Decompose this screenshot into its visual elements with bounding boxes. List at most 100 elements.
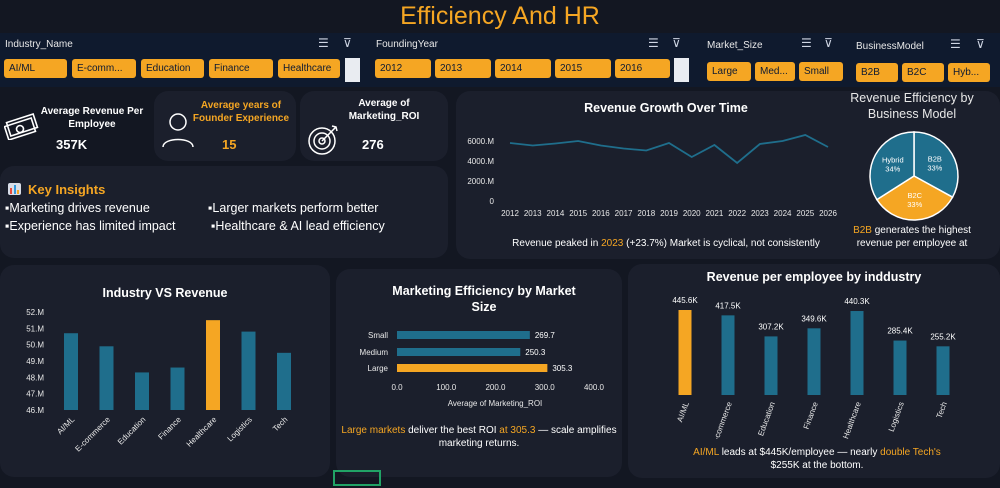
data-label: 250.3 (525, 348, 546, 357)
slicer-chip-large[interactable]: Large (707, 62, 751, 81)
x-tick-label: 2012 (501, 209, 519, 218)
pie-label: 33% (927, 164, 942, 173)
slicer-chip-b2b[interactable]: B2B (856, 63, 898, 82)
slicer-scrollbar[interactable] (674, 58, 689, 82)
slicer-chip-ecommerce[interactable]: E-comm... (72, 59, 136, 78)
businessmodel-slicer[interactable]: BusinessModel ☰ ⊽ B2B B2C Hyb... (852, 33, 1000, 87)
clear-filter-icon[interactable]: ⊽ (343, 36, 352, 50)
kpi-founder-value: 15 (222, 137, 237, 152)
pie-title: Revenue Efficiency by Business Model (850, 91, 974, 121)
note-highlight: 2023 (601, 238, 624, 249)
note-highlight: AI/ML (693, 447, 719, 458)
slicer-chip-medium[interactable]: Med... (755, 62, 795, 81)
bar-finance (170, 367, 185, 410)
hbar-large (397, 364, 548, 372)
data-label: 269.7 (535, 331, 556, 340)
slicer-chip-b2c[interactable]: B2C (902, 63, 944, 82)
industry-slicer[interactable]: Industry_Name ☰ ⊽ AI/ML E-comm... Educat… (0, 33, 368, 87)
slicer-chip-2015[interactable]: 2015 (555, 59, 611, 78)
hbar-medium (397, 348, 521, 356)
x-tick-label: 0.0 (391, 383, 403, 392)
slicer-chip-2014[interactable]: 2014 (495, 59, 551, 78)
note-highlight: B2B (853, 225, 872, 236)
kpi-founder-title: Average years of Founder Experience (192, 100, 290, 124)
marketing-efficiency-title: Marketing Efficiency by Market Size (392, 284, 576, 314)
revenue-per-employee-note: AI/ML leads at $445K/employee — nearly d… (682, 446, 952, 472)
x-tick-label: AI/ML (675, 400, 691, 423)
slicer-chip-2012[interactable]: 2012 (375, 59, 431, 78)
pie-label: Hybrid (882, 155, 904, 164)
x-tick-label: 2026 (819, 209, 837, 218)
y-tick-label: 6000.M (467, 137, 494, 146)
x-tick-label: E-commerce (710, 400, 734, 439)
revenue-per-employee-chart: 445.6K AI/ML 417.5K E-commerce 307.2K Educati… (672, 296, 956, 439)
slicer-chip-2013[interactable]: 2013 (435, 59, 491, 78)
multi-select-icon[interactable]: ☰ (801, 36, 812, 50)
slicer-scrollbar[interactable] (345, 58, 360, 82)
revenue-line (509, 134, 829, 165)
insight-item: ▪Larger markets perform better (208, 201, 379, 215)
slicer-chip-aiml[interactable]: AI/ML (4, 59, 67, 78)
y-tick-label: 51.M (26, 324, 44, 333)
x-tick-label: 2020 (683, 209, 701, 218)
industry-revenue-panel: Industry VS Revenue 52.M 51.M 50.M 49.M 48.M… (0, 265, 330, 477)
pie-note: B2B generates the highest revenue per em… (842, 224, 982, 250)
slicer-chip-healthcare[interactable]: Healthcare (278, 59, 340, 78)
bar-finance (807, 328, 821, 395)
multi-select-icon[interactable]: ☰ (318, 36, 329, 50)
pie-slice-hybrid (869, 131, 915, 201)
slicer-chip-hybrid[interactable]: Hyb... (948, 63, 990, 82)
insight-item: ▪Healthcare & AI lead efficiency (211, 219, 385, 233)
insight-item: ▪Marketing drives revenue (5, 201, 150, 215)
y-tick-label: 2000.M (467, 177, 494, 186)
bar-aiml (678, 310, 692, 395)
industry-revenue-chart: 52.M 51.M 50.M 49.M 48.M 47.M 46.M AI/MLE-comme… (26, 308, 291, 453)
slicer-chip-2016[interactable]: 2016 (615, 59, 670, 78)
data-label: 445.6K (672, 296, 698, 305)
pie-label: 33% (907, 200, 922, 209)
kpi-roi-value: 276 (362, 137, 384, 152)
kpi-marketing-roi: Average of Marketing_ROI 276 (300, 91, 448, 161)
y-tick-label: 46.M (26, 406, 44, 415)
pie-slice-b2c (875, 175, 954, 221)
marketing-efficiency-note: Large markets deliver the best ROI at 30… (338, 424, 620, 450)
clear-filter-icon[interactable]: ⊽ (672, 36, 681, 50)
kpi-roi-title: Average of Marketing_ROI (348, 98, 420, 122)
bar-ecommerce (721, 315, 735, 395)
slicer-chip-small[interactable]: Small (799, 62, 843, 81)
slicer-chip-education[interactable]: Education (141, 59, 204, 78)
multi-select-icon[interactable]: ☰ (950, 37, 961, 51)
foundingyear-slicer[interactable]: FoundingYear ☰ ⊽ 2012 2013 2014 2015 201… (370, 33, 695, 87)
x-tick-label: 2019 (660, 209, 678, 218)
clear-filter-icon[interactable]: ⊽ (824, 36, 833, 50)
clear-filter-icon[interactable]: ⊽ (976, 37, 985, 51)
data-label: 307.2K (758, 322, 784, 331)
note-text: — scale amplifies marketing returns. (438, 425, 617, 449)
y-tick-label: 4000.M (467, 157, 494, 166)
y-tick-label: 49.M (26, 357, 44, 366)
industry-slicer-label: Industry_Name (5, 39, 73, 50)
y-tick-label: 52.M (26, 308, 44, 317)
y-tick-label: Large (368, 364, 389, 373)
user-icon (162, 113, 194, 148)
x-tick-label: 2013 (524, 209, 542, 218)
kpi-revenue-value: 357K (56, 137, 88, 152)
hbar-small (397, 331, 530, 339)
x-tick-label: 2017 (615, 209, 633, 218)
key-insights-title: Key Insights (28, 182, 106, 197)
insight-item: ▪Experience has limited impact (5, 219, 176, 233)
marketsize-slicer[interactable]: Market_Size ☰ ⊽ Large Med... Small (703, 33, 848, 87)
note-text: $255K at the bottom. (770, 460, 864, 471)
bar-logistics (241, 331, 256, 410)
slicer-chip-finance[interactable]: Finance (209, 59, 273, 78)
kpi-revenue-title: Average Revenue Per Employee (40, 106, 144, 130)
multi-select-icon[interactable]: ☰ (648, 36, 659, 50)
y-tick-label: 47.M (26, 390, 44, 399)
x-tick-label: Healthcare (841, 400, 863, 439)
y-tick-label: 0 (490, 197, 495, 206)
selected-cell[interactable] (333, 470, 381, 486)
foundingyear-slicer-label: FoundingYear (376, 39, 438, 50)
kpi-revenue-per-employee: Average Revenue Per Employee 357K (0, 93, 150, 161)
x-tick-label: 100.0 (436, 383, 457, 392)
